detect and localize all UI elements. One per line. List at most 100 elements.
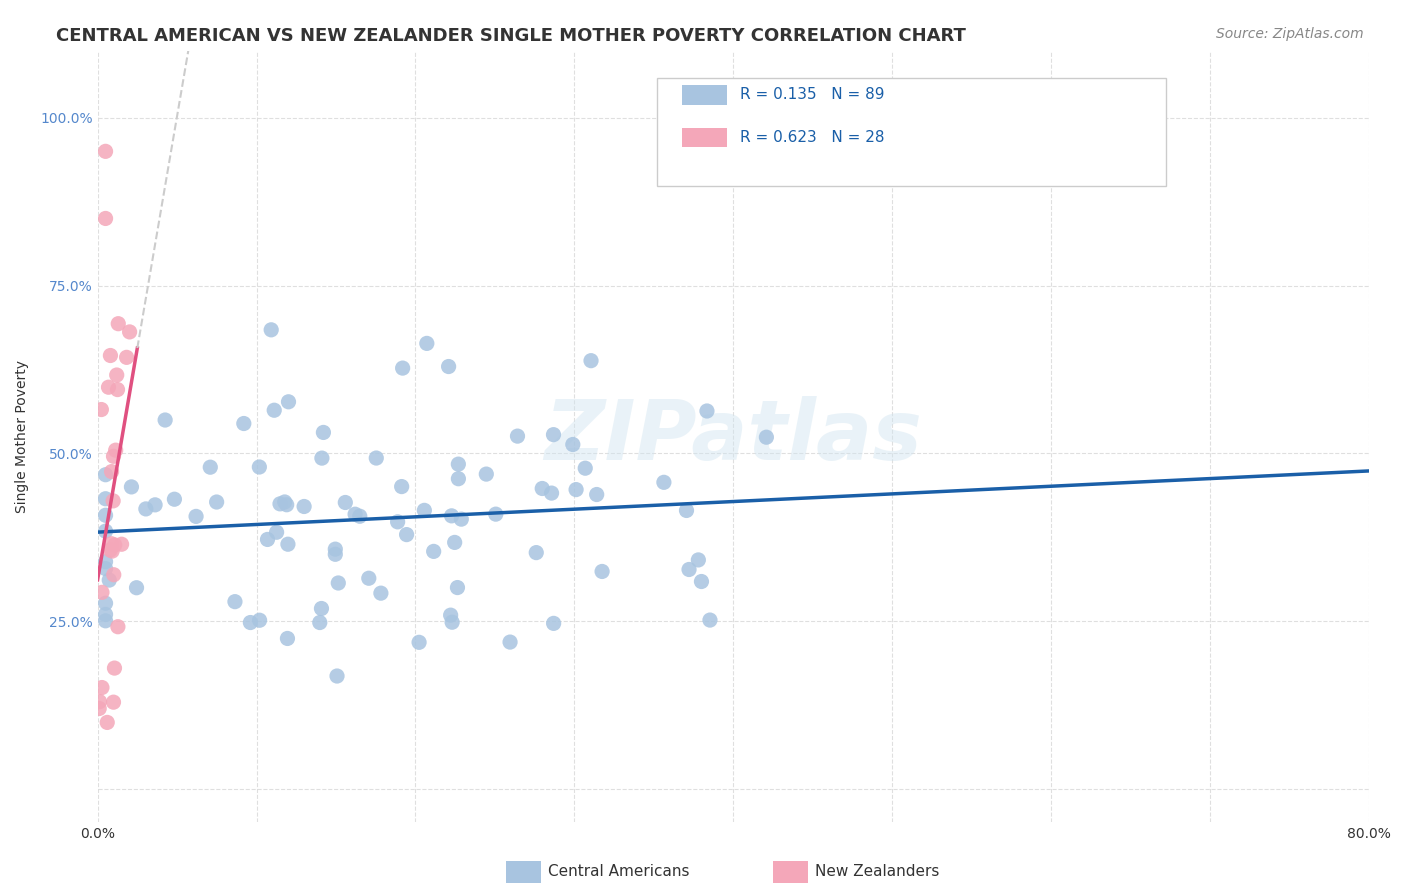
Point xyxy=(94,467,117,482)
Point xyxy=(98,573,121,587)
Point xyxy=(107,383,129,397)
Point xyxy=(103,661,125,675)
Point xyxy=(125,581,148,595)
Point xyxy=(391,361,413,376)
Point xyxy=(292,500,315,514)
Point xyxy=(690,574,713,589)
Point xyxy=(94,508,117,523)
Point xyxy=(311,451,333,466)
FancyBboxPatch shape xyxy=(682,86,727,104)
Point xyxy=(446,581,468,595)
Point xyxy=(652,475,675,490)
Point xyxy=(100,349,122,363)
Point xyxy=(103,567,125,582)
Point xyxy=(543,427,565,442)
Point xyxy=(391,479,413,493)
Point xyxy=(447,472,470,486)
Text: Central Americans: Central Americans xyxy=(548,864,690,879)
Point xyxy=(266,525,288,540)
Point xyxy=(561,437,583,451)
Point xyxy=(100,537,122,551)
Point xyxy=(200,460,222,475)
Point xyxy=(422,544,444,558)
Point xyxy=(450,512,472,526)
Point xyxy=(344,507,367,521)
Point xyxy=(94,211,117,226)
Point xyxy=(437,359,460,374)
Point xyxy=(104,443,127,458)
FancyBboxPatch shape xyxy=(657,78,1166,186)
Point xyxy=(323,542,346,557)
Text: CENTRAL AMERICAN VS NEW ZEALANDER SINGLE MOTHER POVERTY CORRELATION CHART: CENTRAL AMERICAN VS NEW ZEALANDER SINGLE… xyxy=(56,27,966,45)
Point xyxy=(249,613,271,627)
Point xyxy=(416,336,439,351)
Point xyxy=(115,351,138,365)
Point xyxy=(263,403,285,417)
Point xyxy=(675,503,697,517)
Point xyxy=(585,487,607,501)
Point xyxy=(232,417,254,431)
Point xyxy=(323,547,346,561)
Y-axis label: Single Mother Poverty: Single Mother Poverty xyxy=(15,360,30,513)
Point xyxy=(120,480,142,494)
Text: Source: ZipAtlas.com: Source: ZipAtlas.com xyxy=(1216,27,1364,41)
Point xyxy=(110,537,132,551)
Point xyxy=(370,586,392,600)
Point xyxy=(94,145,117,159)
Point xyxy=(105,368,128,382)
Text: R = 0.135   N = 89: R = 0.135 N = 89 xyxy=(740,87,884,103)
Point xyxy=(335,495,357,509)
Point xyxy=(163,492,186,507)
Point xyxy=(247,460,270,475)
Point xyxy=(89,701,111,715)
Point xyxy=(224,594,246,608)
Point xyxy=(118,325,141,339)
Point xyxy=(97,380,120,394)
Point xyxy=(357,571,380,585)
Point xyxy=(540,486,562,500)
Point xyxy=(104,538,127,552)
Point xyxy=(94,555,117,569)
Point xyxy=(755,430,778,444)
Point xyxy=(395,527,418,541)
Point xyxy=(89,695,111,709)
Point xyxy=(100,465,122,479)
Point xyxy=(90,402,112,417)
Point xyxy=(98,543,121,558)
Point xyxy=(94,491,117,506)
Point xyxy=(277,537,299,551)
Point xyxy=(269,497,291,511)
Point xyxy=(276,632,298,646)
Point xyxy=(387,515,409,529)
Point xyxy=(485,507,508,521)
Point xyxy=(408,635,430,649)
Point xyxy=(499,635,522,649)
Point xyxy=(277,394,299,409)
Point xyxy=(366,450,388,465)
Point xyxy=(256,533,278,547)
Point xyxy=(696,404,718,418)
Point xyxy=(107,620,129,634)
Point xyxy=(328,576,350,591)
Point xyxy=(443,535,465,549)
Point xyxy=(699,613,721,627)
FancyBboxPatch shape xyxy=(682,128,727,147)
Point xyxy=(91,585,114,599)
Point xyxy=(326,669,349,683)
Point xyxy=(565,483,588,497)
Point xyxy=(101,494,124,508)
Point xyxy=(574,461,596,475)
Point xyxy=(441,615,464,630)
Point xyxy=(440,508,463,523)
Text: New Zealanders: New Zealanders xyxy=(815,864,939,879)
Point xyxy=(143,498,166,512)
Point xyxy=(91,681,114,695)
Point xyxy=(506,429,529,443)
Point xyxy=(153,413,176,427)
Point xyxy=(413,503,436,517)
Point xyxy=(239,615,262,630)
Point xyxy=(101,544,124,558)
Point xyxy=(312,425,335,440)
Point xyxy=(531,482,554,496)
Point xyxy=(94,607,117,622)
